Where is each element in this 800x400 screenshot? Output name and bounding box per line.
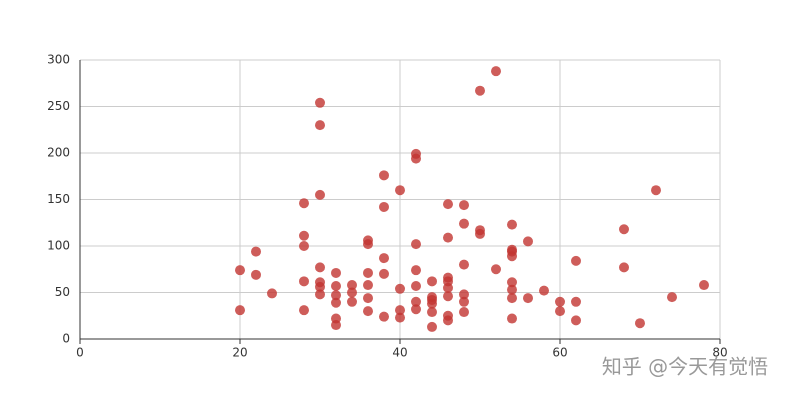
point xyxy=(315,97,325,108)
point xyxy=(507,251,517,262)
y-tick-label: 0 xyxy=(62,332,70,346)
point xyxy=(555,296,565,307)
point xyxy=(251,269,261,280)
point xyxy=(299,305,309,316)
point xyxy=(427,276,437,287)
point xyxy=(619,224,629,235)
point xyxy=(299,198,309,209)
point xyxy=(363,280,373,291)
point xyxy=(379,253,389,264)
point xyxy=(331,320,341,331)
point xyxy=(379,311,389,322)
point xyxy=(491,264,501,275)
point xyxy=(395,305,405,316)
point xyxy=(459,259,469,270)
point xyxy=(459,296,469,307)
point xyxy=(395,283,405,294)
point xyxy=(331,297,341,308)
point xyxy=(299,276,309,287)
y-tick-label: 300 xyxy=(47,53,70,67)
y-tick-label: 100 xyxy=(47,239,70,253)
x-tick-label: 0 xyxy=(76,346,84,360)
point xyxy=(235,305,245,316)
point xyxy=(315,262,325,273)
point xyxy=(651,185,661,196)
point xyxy=(523,293,533,304)
x-tick-label: 40 xyxy=(392,346,407,360)
point xyxy=(443,291,453,302)
point xyxy=(507,219,517,230)
point xyxy=(539,285,549,296)
point xyxy=(571,255,581,266)
point xyxy=(315,120,325,131)
point xyxy=(459,200,469,211)
y-tick-label: 200 xyxy=(47,146,70,160)
point xyxy=(379,268,389,279)
point xyxy=(411,265,421,276)
point xyxy=(315,189,325,200)
point xyxy=(395,185,405,196)
point xyxy=(363,267,373,278)
point xyxy=(251,246,261,257)
point xyxy=(427,298,437,309)
point xyxy=(507,293,517,304)
point xyxy=(427,307,437,318)
x-tick-label: 20 xyxy=(232,346,247,360)
point xyxy=(315,281,325,292)
point xyxy=(699,280,709,291)
point xyxy=(507,313,517,324)
point xyxy=(475,228,485,239)
point xyxy=(347,296,357,307)
point xyxy=(363,306,373,317)
point xyxy=(267,288,277,299)
point xyxy=(443,315,453,326)
point xyxy=(363,293,373,304)
point xyxy=(411,239,421,250)
point xyxy=(427,321,437,332)
point xyxy=(507,284,517,295)
x-tick-label: 60 xyxy=(552,346,567,360)
x-tick-label: 80 xyxy=(712,346,727,360)
point xyxy=(411,153,421,164)
point xyxy=(507,277,517,288)
point xyxy=(571,315,581,326)
point xyxy=(331,267,341,278)
point xyxy=(379,170,389,181)
point xyxy=(459,218,469,229)
point xyxy=(347,280,357,291)
point xyxy=(459,307,469,318)
point xyxy=(331,280,341,291)
point xyxy=(411,304,421,315)
point xyxy=(459,289,469,300)
point xyxy=(379,201,389,212)
point xyxy=(555,306,565,317)
point xyxy=(363,239,373,250)
point xyxy=(347,287,357,298)
point xyxy=(443,232,453,243)
point xyxy=(299,241,309,251)
point xyxy=(235,265,245,276)
y-tick-label: 50 xyxy=(55,285,70,299)
point xyxy=(331,290,341,301)
y-tick-label: 250 xyxy=(47,99,70,113)
y-tick-label: 150 xyxy=(47,192,70,206)
point xyxy=(523,236,533,247)
point xyxy=(667,292,677,303)
point xyxy=(475,85,485,96)
point xyxy=(395,312,405,323)
point xyxy=(315,289,325,300)
point xyxy=(619,262,629,273)
point xyxy=(443,199,453,210)
point xyxy=(411,296,421,307)
point xyxy=(411,280,421,291)
point xyxy=(635,318,645,329)
point xyxy=(571,296,581,307)
point xyxy=(443,282,453,293)
point xyxy=(491,66,501,77)
watermark: 知乎 @今天有觉悟 xyxy=(602,355,768,379)
point xyxy=(299,230,309,241)
